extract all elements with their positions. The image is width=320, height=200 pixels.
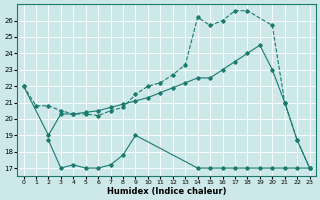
X-axis label: Humidex (Indice chaleur): Humidex (Indice chaleur) xyxy=(107,187,226,196)
